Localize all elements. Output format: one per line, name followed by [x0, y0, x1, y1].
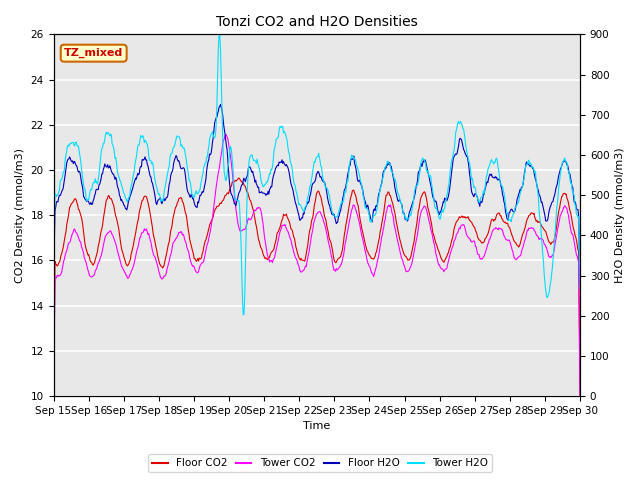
Tower H2O [167, 151, 175, 157]
Floor CO2 [195, 258, 202, 264]
Tower CO2 [222, 132, 230, 137]
Floor H2O [60, 186, 67, 192]
Tower H2O [50, 272, 58, 277]
Floor H2O [576, 281, 584, 287]
Floor H2O [50, 281, 58, 287]
Tower CO2 [397, 252, 404, 258]
Line: Tower H2O: Tower H2O [54, 35, 580, 315]
Tower CO2 [576, 407, 584, 413]
Floor H2O [397, 200, 404, 205]
Floor H2O [113, 183, 121, 189]
Tower CO2 [381, 217, 389, 223]
Line: Floor CO2: Floor CO2 [54, 178, 580, 404]
Tower H2O [195, 190, 202, 195]
Floor CO2 [113, 219, 121, 225]
Tower H2O [576, 286, 584, 292]
Tower H2O [60, 170, 67, 176]
Y-axis label: H2O Density (mmol/m3): H2O Density (mmol/m3) [615, 147, 625, 283]
Tower H2O [397, 200, 405, 205]
Title: Tonzi CO2 and H2O Densities: Tonzi CO2 and H2O Densities [216, 15, 418, 29]
Tower H2O [113, 168, 121, 173]
Floor CO2 [167, 228, 175, 234]
Tower CO2 [60, 262, 67, 267]
Tower CO2 [50, 414, 58, 420]
X-axis label: Time: Time [303, 421, 330, 432]
Text: TZ_mixed: TZ_mixed [64, 48, 124, 58]
Tower CO2 [113, 247, 121, 252]
Floor H2O [217, 102, 225, 108]
Tower H2O [215, 32, 223, 37]
Floor H2O [167, 173, 175, 179]
Line: Tower CO2: Tower CO2 [54, 134, 580, 417]
Floor CO2 [397, 240, 404, 245]
Floor H2O [381, 165, 389, 170]
Tower H2O [239, 312, 247, 318]
Tower H2O [382, 163, 390, 169]
Floor CO2 [381, 198, 389, 204]
Floor CO2 [235, 175, 243, 181]
Floor CO2 [60, 245, 67, 251]
Legend: Floor CO2, Tower CO2, Floor H2O, Tower H2O: Floor CO2, Tower CO2, Floor H2O, Tower H… [148, 454, 492, 472]
Line: Floor H2O: Floor H2O [54, 105, 580, 284]
Tower CO2 [167, 252, 175, 258]
Y-axis label: CO2 Density (mmol/m3): CO2 Density (mmol/m3) [15, 148, 25, 283]
Floor H2O [195, 200, 202, 206]
Tower CO2 [195, 269, 202, 275]
Floor CO2 [576, 398, 584, 404]
Floor CO2 [50, 401, 58, 407]
